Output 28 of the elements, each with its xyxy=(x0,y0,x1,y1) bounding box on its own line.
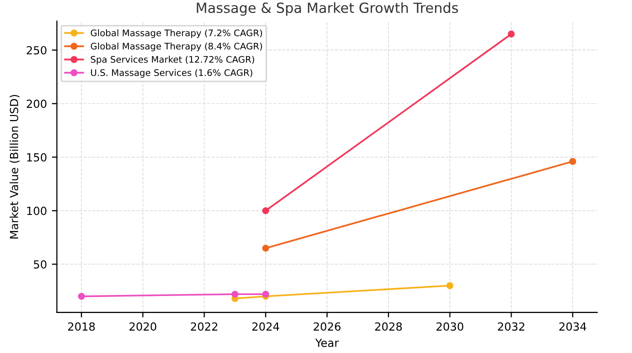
point xyxy=(262,207,270,214)
point xyxy=(569,158,576,165)
point xyxy=(231,290,238,298)
x-tick-label: 2018 xyxy=(68,322,95,331)
point xyxy=(446,282,454,290)
x-tick-label: 2028 xyxy=(375,322,402,331)
y-axis-title: Market Value (Billion USD) xyxy=(10,94,20,238)
y-tick-label: 250 xyxy=(26,46,46,54)
point xyxy=(262,244,270,252)
point xyxy=(508,30,515,38)
y-tick-label: 200 xyxy=(26,100,46,108)
x-tick-label: 2020 xyxy=(130,322,156,331)
point xyxy=(78,292,85,300)
x-tick-label: 2032 xyxy=(498,322,524,331)
legend-label: Global Massage Therapy (7.2% CAGR) xyxy=(90,29,262,38)
y-tick-label: 100 xyxy=(27,206,46,216)
x-tick-label: 2026 xyxy=(314,322,340,331)
x-tick-label: 2024 xyxy=(252,322,280,331)
legend-label: Spa Services Market (12.72% CAGR) xyxy=(90,56,254,65)
x-tick-label: 2022 xyxy=(190,322,218,331)
chart-title: Massage & Spa Market Growth Trends xyxy=(196,2,458,16)
legend-label: Global Massage Therapy (8.4% CAGR) xyxy=(90,42,262,52)
legend-label: U.S. Massage Services (1.6% CAGR) xyxy=(91,69,252,78)
x-axis-title: Year xyxy=(315,338,339,348)
x-tick-label: 2030 xyxy=(436,322,464,331)
x-tick-label: 2034 xyxy=(559,322,586,331)
y-tick-label: 50 xyxy=(34,260,46,269)
y-tick-label: 150 xyxy=(27,153,46,162)
